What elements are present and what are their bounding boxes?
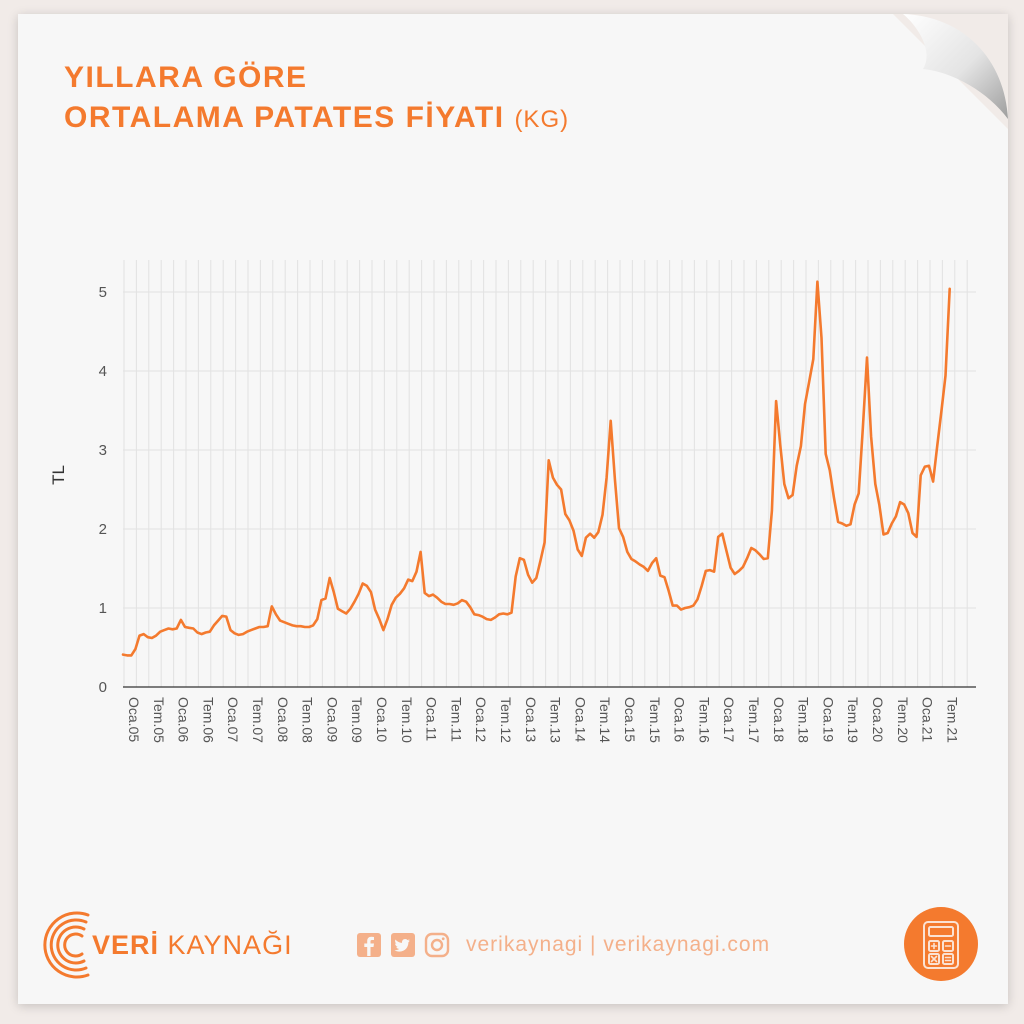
x-tick-label: Tem.12 (498, 697, 514, 743)
x-tick-label: Tem.11 (448, 697, 464, 742)
x-tick-labels: Oca.05 Tem.05 Oca.06 Tem.06 Oca.07 Tem.07 Oca.… (126, 697, 960, 743)
y-tick-label: 5 (99, 284, 107, 301)
x-tick-label: Oca.14 (572, 697, 588, 742)
title-unit: (KG) (514, 106, 570, 133)
x-tick-label: Oca.19 (820, 697, 836, 742)
x-tick-label: Tem.05 (151, 697, 167, 743)
twitter-icon[interactable] (390, 932, 416, 958)
y-tick-label: 0 (99, 679, 107, 696)
x-tick-label: Oca.13 (523, 697, 539, 742)
x-tick-label: Tem.07 (250, 697, 266, 743)
y-axis-label: TL (49, 465, 68, 485)
x-tick-label: Oca.20 (870, 697, 886, 742)
y-tick-label: 2 (99, 521, 107, 538)
vertical-gridlines (123, 260, 968, 687)
title-line1: YILLARA GÖRE (64, 61, 308, 94)
series-line-potato-price (121, 280, 951, 657)
x-tick-label: Oca.10 (374, 697, 390, 742)
x-tick-label: Tem.13 (548, 697, 564, 743)
x-tick-label: Oca.18 (771, 697, 787, 742)
brand-rest: KAYNAĞI (159, 930, 293, 960)
x-tick-label: Oca.06 (176, 697, 192, 742)
x-tick-label: Tem.17 (746, 697, 762, 743)
x-tick-label: Oca.15 (622, 697, 638, 742)
y-tick-label: 3 (99, 442, 107, 459)
instagram-icon[interactable] (424, 932, 450, 958)
social-handle[interactable]: verikaynagi | verikaynagi.com (466, 933, 771, 956)
x-tick-label: Oca.11 (424, 697, 440, 741)
x-tick-label: Tem.10 (399, 697, 415, 743)
y-tick-labels: 0 1 2 3 4 5 (99, 284, 107, 696)
x-tick-label: Oca.07 (225, 697, 241, 742)
x-tick-label: Oca.05 (126, 697, 142, 742)
calculator-icon (904, 907, 978, 981)
x-tick-label: Tem.16 (696, 697, 712, 743)
x-tick-label: Tem.20 (895, 697, 911, 743)
brand-name: VERİ KAYNAĞI (92, 930, 293, 961)
x-tick-label: Tem.21 (944, 697, 960, 743)
y-tick-label: 1 (99, 600, 107, 617)
veri-kaynagi-logo (43, 911, 90, 979)
title-line2: ORTALAMA PATATES FİYATI (64, 101, 505, 134)
y-tick-label: 4 (99, 363, 107, 380)
chart-title: YILLARA GÖRE ORTALAMA PATATES FİYATI (KG… (64, 58, 569, 140)
x-tick-label: Tem.09 (349, 697, 365, 743)
x-tick-label: Oca.08 (275, 697, 291, 742)
x-tick-label: Oca.17 (721, 697, 737, 742)
brand-bold: VERİ (92, 930, 160, 960)
x-tick-label: Tem.08 (300, 697, 316, 743)
page-curl (893, 14, 1008, 129)
x-tick-label: Tem.19 (845, 697, 861, 743)
x-tick-label: Tem.18 (796, 697, 812, 743)
x-tick-label: Oca.09 (324, 697, 340, 742)
x-tick-label: Tem.14 (597, 697, 613, 743)
x-tick-label: Oca.12 (473, 697, 489, 742)
horizontal-gridlines (123, 291, 976, 609)
social-links: verikaynagi | verikaynagi.com (356, 932, 770, 958)
x-tick-label: Tem.15 (647, 697, 663, 743)
facebook-icon[interactable] (356, 932, 382, 958)
x-tick-label: Oca.21 (920, 697, 936, 742)
x-tick-label: Tem.06 (200, 697, 216, 743)
x-tick-label: Oca.16 (672, 697, 688, 742)
